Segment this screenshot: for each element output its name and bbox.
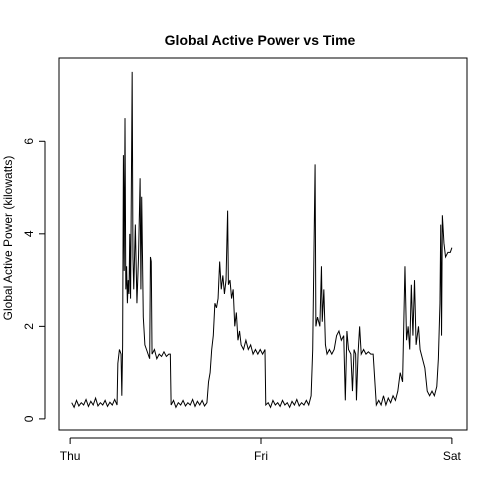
y-tick-label: 2 (22, 323, 36, 330)
y-tick-label: 0 (22, 415, 36, 422)
plot-frame (58, 57, 468, 431)
data-line (71, 71, 453, 409)
y-axis-label: Global Active Power (kilowatts) (1, 156, 15, 321)
y-tick-label: 4 (22, 230, 36, 237)
x-tick-label: Sat (443, 449, 462, 463)
y-tick-label: 6 (22, 138, 36, 145)
x-tick-label: Thu (60, 449, 81, 463)
x-tick-label: Fri (254, 449, 268, 463)
chart-title: Global Active Power vs Time (165, 32, 356, 48)
